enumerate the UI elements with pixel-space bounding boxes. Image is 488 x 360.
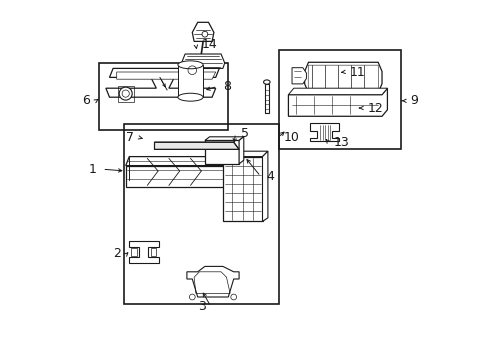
Polygon shape xyxy=(128,241,159,263)
Text: 11: 11 xyxy=(349,66,365,78)
Text: 13: 13 xyxy=(333,136,349,149)
Text: 9: 9 xyxy=(409,94,417,107)
Ellipse shape xyxy=(178,61,203,69)
Polygon shape xyxy=(181,54,224,68)
Text: 2: 2 xyxy=(113,247,121,260)
Bar xyxy=(151,248,156,256)
Circle shape xyxy=(202,31,207,37)
Text: 12: 12 xyxy=(367,102,383,114)
Polygon shape xyxy=(106,68,219,97)
Bar xyxy=(264,84,268,113)
Ellipse shape xyxy=(178,93,203,101)
Polygon shape xyxy=(239,137,244,164)
Bar xyxy=(278,50,400,149)
Polygon shape xyxy=(192,22,213,41)
Bar xyxy=(99,63,228,130)
Polygon shape xyxy=(125,157,231,166)
Polygon shape xyxy=(304,62,381,93)
Bar xyxy=(131,248,137,256)
Text: 1: 1 xyxy=(89,163,97,176)
Text: 3: 3 xyxy=(197,300,205,313)
Bar xyxy=(123,124,278,304)
Polygon shape xyxy=(223,151,267,157)
Text: 10: 10 xyxy=(283,131,299,144)
Bar xyxy=(178,65,203,97)
Polygon shape xyxy=(125,166,228,187)
Circle shape xyxy=(119,87,132,100)
Polygon shape xyxy=(204,140,239,164)
Text: 5: 5 xyxy=(241,127,248,140)
Polygon shape xyxy=(309,123,338,141)
Polygon shape xyxy=(117,72,215,79)
Text: 7: 7 xyxy=(125,131,133,144)
Bar xyxy=(118,86,133,102)
Polygon shape xyxy=(291,68,306,84)
Text: 8: 8 xyxy=(223,80,230,93)
Polygon shape xyxy=(288,88,386,116)
Polygon shape xyxy=(186,266,239,297)
Text: 6: 6 xyxy=(82,94,90,107)
Polygon shape xyxy=(223,157,262,221)
Text: 4: 4 xyxy=(265,170,273,183)
Polygon shape xyxy=(204,137,244,140)
Text: 14: 14 xyxy=(201,39,217,51)
Ellipse shape xyxy=(263,80,269,84)
Polygon shape xyxy=(262,151,267,221)
Polygon shape xyxy=(154,142,239,149)
Polygon shape xyxy=(288,88,386,95)
